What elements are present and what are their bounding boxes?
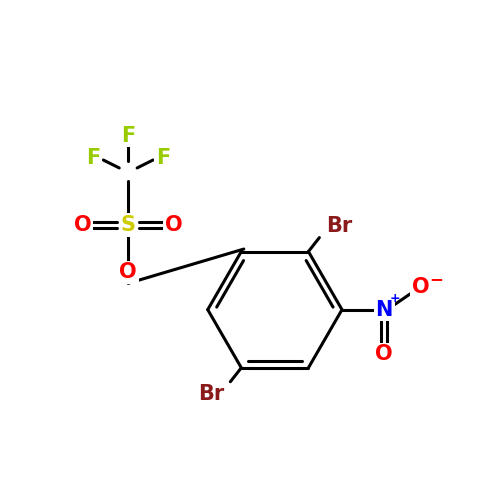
Text: N: N (376, 300, 393, 320)
Text: +: + (390, 292, 400, 305)
Text: O: O (165, 215, 182, 235)
Text: Br: Br (198, 384, 224, 404)
Text: O: O (412, 278, 430, 297)
Text: O: O (74, 215, 91, 235)
Text: F: F (156, 148, 170, 168)
Text: S: S (120, 215, 136, 235)
Text: F: F (86, 148, 101, 168)
Text: O: O (120, 262, 137, 282)
Text: Br: Br (326, 216, 352, 236)
Text: −: − (430, 270, 444, 288)
Text: F: F (121, 126, 136, 146)
Text: O: O (376, 344, 393, 364)
